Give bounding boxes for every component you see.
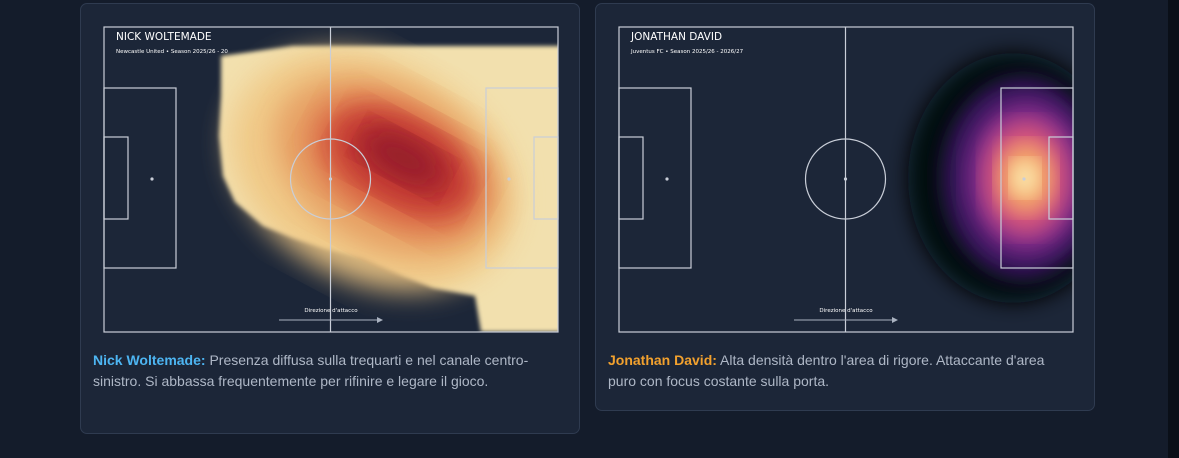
arrow-head: [377, 317, 383, 323]
player-name: Jonathan David:: [608, 352, 717, 368]
player-subtitle: Juventus FC • Season 2025/26 - 2026/27: [630, 49, 744, 55]
card: JONATHAN DAVID Juventus FC • Season 2025/…: [595, 3, 1095, 411]
centre-circle: [804, 138, 887, 220]
penalty-box: [618, 87, 692, 269]
scroll-edge: [1168, 0, 1179, 458]
player-subtitle: Newcastle United • Season 2025/26 - 20: [116, 49, 228, 55]
spot: [1022, 177, 1026, 181]
centre-circle: [289, 138, 372, 220]
goal-box: [103, 136, 129, 220]
caption-text: Alta densità dentro l'area di rigore. At…: [608, 352, 1045, 389]
heatmap: [219, 46, 558, 332]
spot: [150, 177, 154, 181]
spot: [507, 177, 511, 181]
card: NICK WOLTEMADE Newcastle United • Season …: [80, 3, 580, 434]
pitch: JONATHAN DAVID Juventus FC • Season 2025/…: [618, 26, 1074, 333]
arrow-head: [892, 317, 898, 323]
heat-blob: [361, 129, 445, 187]
goal-box: [1048, 136, 1074, 220]
spot: [665, 177, 669, 181]
caption: Jonathan David: Alta densità dentro l'ar…: [608, 350, 1068, 392]
player-title: JONATHAN DAVID: [630, 31, 722, 43]
caption: Nick Woltemade: Presenza diffusa sulla t…: [93, 350, 553, 392]
spot: [328, 177, 333, 181]
goal-box: [533, 136, 559, 220]
attack-direction: Direzione d'attacco: [819, 308, 873, 314]
goal-box: [618, 136, 644, 220]
caption-text: Presenza diffusa sulla trequarti e nel c…: [93, 352, 529, 389]
pitch: NICK WOLTEMADE Newcastle United • Season …: [103, 26, 559, 333]
attack-direction: Direzione d'attacco: [304, 308, 358, 314]
player-name: Nick Woltemade:: [93, 352, 206, 368]
penalty-box: [103, 87, 177, 269]
spot: [843, 177, 848, 181]
heatmap: [908, 53, 1073, 303]
player-title: NICK WOLTEMADE: [116, 31, 212, 43]
